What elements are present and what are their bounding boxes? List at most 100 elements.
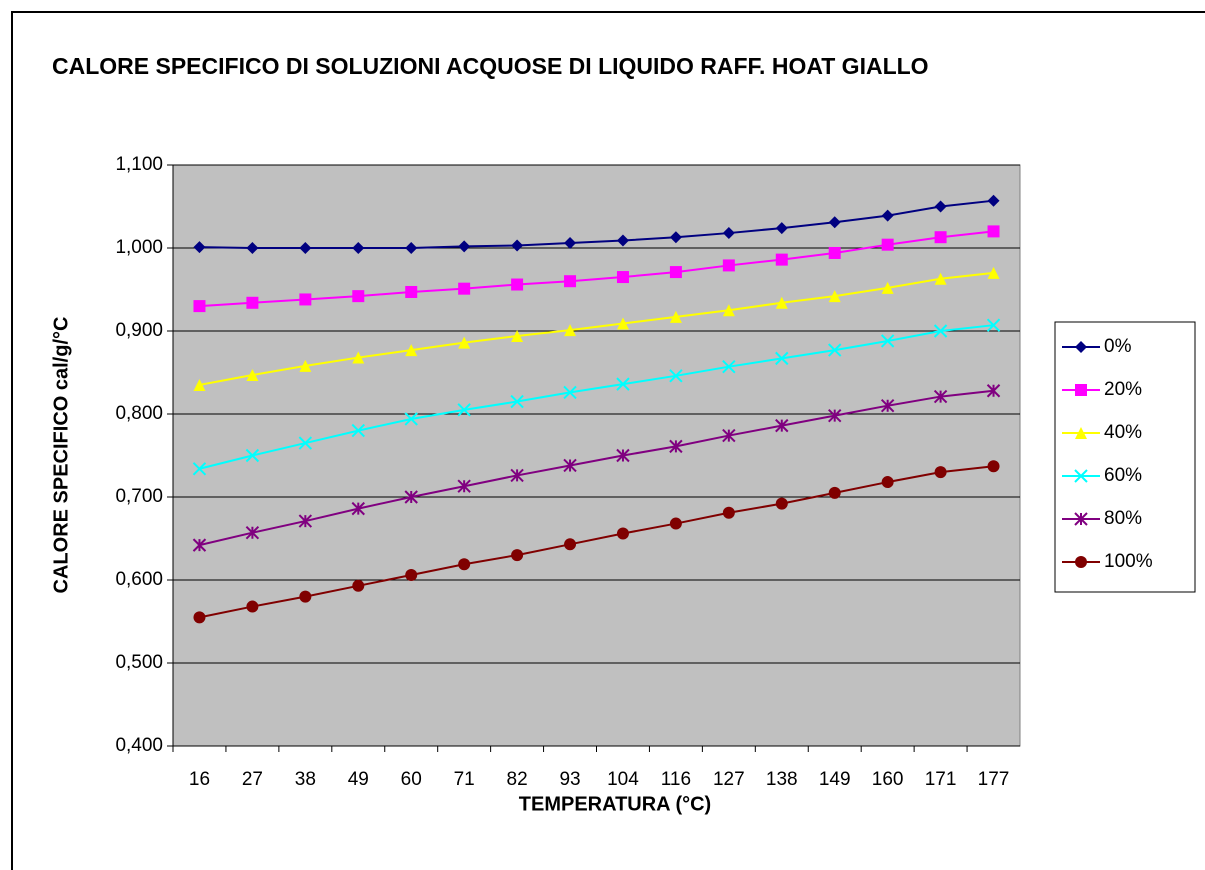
- marker: [1074, 469, 1088, 483]
- marker: [722, 359, 736, 374]
- marker: [458, 282, 471, 295]
- marker: [405, 242, 418, 254]
- marker: [881, 238, 894, 251]
- marker: [616, 377, 630, 391]
- y-tick-label: 0,800: [115, 403, 163, 424]
- marker: [669, 439, 683, 454]
- y-tick-label: 1,100: [115, 154, 163, 175]
- marker: [880, 398, 895, 413]
- marker: [881, 281, 894, 294]
- chart-title: CALORE SPECIFICO DI SOLUZIONI ACQUOSE DI…: [52, 53, 929, 79]
- marker: [404, 490, 418, 504]
- marker: [669, 310, 682, 323]
- marker: [934, 200, 947, 213]
- marker: [246, 242, 259, 254]
- marker: [1075, 556, 1087, 568]
- marker: [352, 290, 365, 303]
- marker: [1075, 427, 1087, 439]
- x-tick-label: 138: [766, 769, 798, 790]
- marker: [510, 468, 524, 483]
- y-tick-label: 0,900: [115, 320, 163, 341]
- marker: [828, 486, 841, 499]
- marker: [299, 359, 312, 372]
- marker: [775, 296, 788, 309]
- legend-label: 0%: [1104, 336, 1132, 357]
- marker: [828, 246, 841, 259]
- series-line: [199, 389, 994, 547]
- frame: [11, 11, 1205, 870]
- marker: [775, 497, 788, 510]
- marker: [298, 436, 313, 450]
- marker: [352, 242, 365, 254]
- y-tick-label: 1,000: [115, 237, 163, 258]
- marker: [511, 329, 524, 342]
- marker: [458, 336, 471, 349]
- marker: [193, 241, 206, 254]
- x-tick-label: 116: [661, 769, 691, 790]
- y-tick-label: 0,400: [115, 735, 163, 756]
- marker: [775, 253, 788, 266]
- marker: [510, 394, 524, 409]
- marker: [564, 275, 577, 288]
- marker: [299, 242, 312, 254]
- legend-label: 40%: [1104, 422, 1142, 443]
- marker: [351, 423, 365, 438]
- marker: [246, 296, 259, 309]
- marker: [616, 234, 629, 247]
- x-tick-label: 71: [454, 769, 475, 790]
- marker: [616, 448, 630, 463]
- x-tick-label: 82: [507, 769, 528, 790]
- marker: [299, 590, 312, 603]
- marker: [722, 227, 735, 240]
- marker: [1075, 384, 1087, 396]
- marker: [828, 290, 841, 303]
- y-tick-label: 0,500: [115, 652, 163, 673]
- marker: [987, 460, 1000, 473]
- y-axis-label: CALORE SPECIFICO cal/g/°C: [50, 317, 72, 594]
- marker: [511, 278, 524, 291]
- marker: [987, 266, 1000, 279]
- marker: [775, 418, 789, 433]
- marker: [298, 514, 313, 528]
- marker: [511, 239, 524, 252]
- marker: [193, 378, 206, 391]
- x-axis-label: TEMPERATURA (°C): [519, 793, 711, 815]
- series-line: [199, 230, 994, 308]
- marker: [933, 324, 948, 338]
- marker: [775, 351, 789, 366]
- marker: [934, 231, 947, 244]
- marker: [828, 216, 841, 229]
- marker: [246, 368, 259, 381]
- series-line: [199, 271, 994, 386]
- marker: [457, 403, 471, 417]
- marker: [246, 600, 259, 613]
- marker: [722, 428, 736, 443]
- marker: [564, 538, 577, 551]
- marker: [933, 389, 948, 404]
- marker: [616, 271, 629, 284]
- marker: [934, 272, 947, 285]
- marker: [616, 317, 629, 330]
- marker: [458, 558, 471, 571]
- x-tick-label: 160: [872, 769, 904, 790]
- x-tick-label: 171: [925, 769, 957, 790]
- marker: [775, 222, 788, 235]
- marker: [511, 549, 524, 562]
- marker: [299, 293, 312, 306]
- marker: [458, 240, 471, 253]
- legend-label: 100%: [1104, 551, 1153, 572]
- marker: [669, 231, 682, 244]
- marker: [192, 462, 207, 476]
- x-tick-label: 38: [295, 769, 316, 790]
- marker: [616, 527, 629, 540]
- marker: [880, 334, 895, 348]
- series-line: [199, 465, 994, 619]
- marker: [405, 569, 418, 582]
- x-tick-label: 60: [401, 769, 422, 790]
- legend-label: 80%: [1104, 508, 1142, 529]
- x-tick-label: 177: [978, 769, 1010, 790]
- marker: [457, 479, 471, 493]
- marker: [351, 501, 365, 516]
- marker: [934, 466, 947, 479]
- x-tick-label: 27: [242, 769, 263, 790]
